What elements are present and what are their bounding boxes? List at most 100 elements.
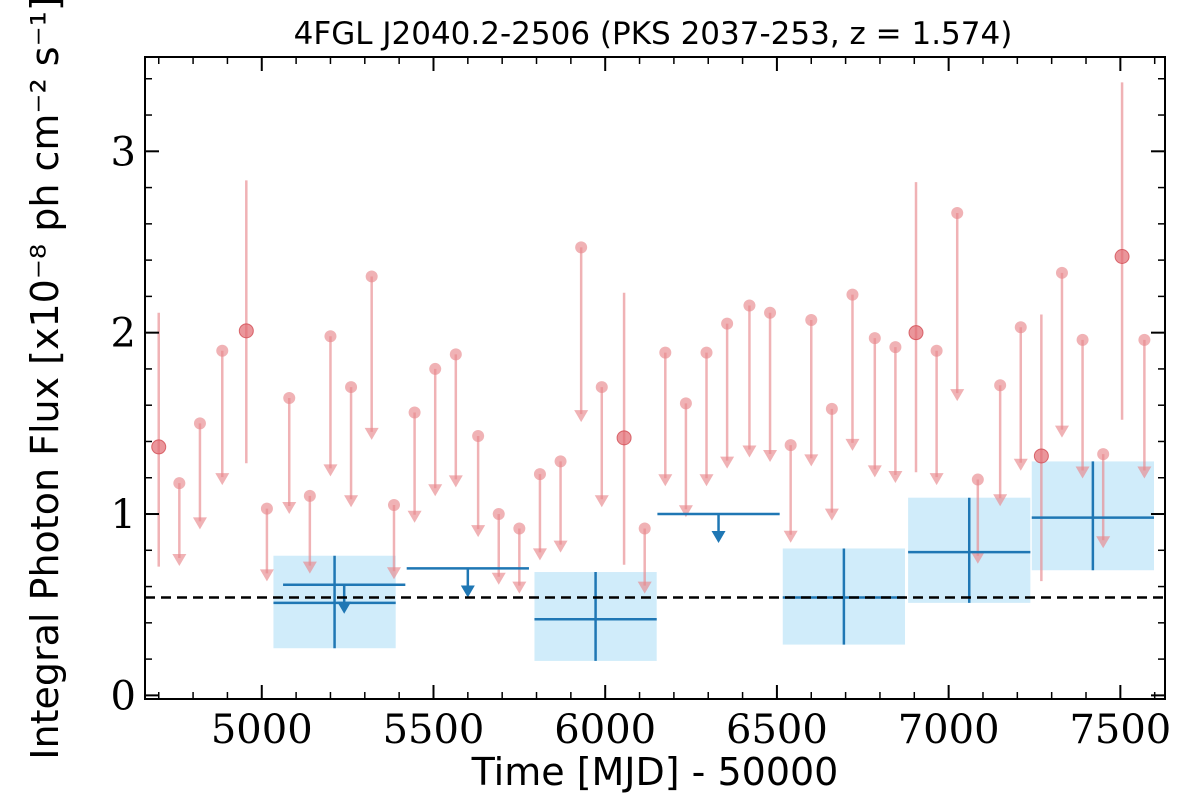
upper-limit-arrow <box>993 494 1008 507</box>
upper-limit-marker <box>930 344 943 357</box>
upper-limit-arrow <box>259 569 274 582</box>
upper-limit-arrow <box>658 474 673 487</box>
detection-marker <box>908 325 924 341</box>
upper-limit-arrow <box>386 567 401 580</box>
upper-limit-arrow <box>344 495 359 508</box>
upper-limit-arrow <box>824 508 839 521</box>
upper-limit-arrow <box>1096 536 1111 549</box>
x-tick-label: 6500 <box>726 707 828 753</box>
upper-limit-marker <box>889 341 902 354</box>
upper-limit-marker <box>365 270 378 283</box>
upper-limit-arrow <box>637 581 652 594</box>
upper-limit-arrow <box>407 510 422 523</box>
y-tick-label: 1 <box>111 492 136 538</box>
upper-limit-marker <box>805 313 818 326</box>
upper-limit-arrow <box>867 465 882 478</box>
upper-limit-marker <box>721 317 734 330</box>
upper-limit-marker <box>173 477 186 490</box>
upper-limit-marker <box>846 288 859 301</box>
axis-ticks: 5000 5500 6000 6500 7000 7500 0 1 2 3 <box>111 57 1171 753</box>
upper-limit-marker <box>994 379 1007 392</box>
upper-limit-marker <box>472 430 485 443</box>
upper-limit-marker <box>971 473 984 486</box>
upper-limit-marker <box>303 489 316 502</box>
plot-area <box>145 82 1165 661</box>
upper-limit-arrow <box>763 449 778 462</box>
upper-limit-arrow <box>448 475 463 488</box>
detection-marker <box>238 323 254 339</box>
upper-limit-arrow <box>699 474 714 487</box>
upper-limit-marker <box>283 391 296 404</box>
detection-marker <box>616 430 632 446</box>
upper-limit-arrow <box>323 464 338 477</box>
upper-limit-arrow <box>364 427 379 440</box>
upper-limit-marker <box>868 332 881 345</box>
upper-limit-arrow <box>282 501 297 514</box>
upper-limit-marker <box>784 439 797 452</box>
upper-limit-arrow <box>804 454 819 467</box>
upper-limit-marker <box>554 455 567 468</box>
plot-frame <box>144 56 1166 700</box>
upper-limit-arrow <box>302 561 317 574</box>
upper-limit-marker <box>1076 333 1089 346</box>
detection-marker <box>1114 248 1130 264</box>
upper-limit-arrow <box>845 438 860 451</box>
upper-limit-arrow <box>215 473 230 486</box>
y-tick-label: 3 <box>111 129 136 175</box>
upper-limit-marker <box>260 502 273 515</box>
upper-limit-arrow <box>594 495 609 508</box>
upper-limit-arrow <box>532 548 547 561</box>
upper-limit-arrow <box>742 445 757 458</box>
upper-limit-arrow <box>929 473 944 486</box>
upper-limit-marker <box>408 406 421 419</box>
upper-limit-arrow <box>888 470 903 483</box>
long-upper-limit-arrow <box>460 585 475 598</box>
upper-limit-marker <box>345 381 358 394</box>
upper-limit-arrow <box>950 389 965 402</box>
upper-limit-marker <box>1097 448 1110 461</box>
y-tick-label: 0 <box>111 673 136 719</box>
y-axis-label: Integral Photon Flux [x10⁻⁸ ph cm⁻² s⁻¹] <box>23 0 67 760</box>
upper-limit-marker <box>429 362 442 375</box>
upper-limit-arrow <box>1013 458 1028 471</box>
upper-limit-marker <box>1014 321 1027 334</box>
upper-limit-marker <box>492 508 505 521</box>
upper-limit-marker <box>764 306 777 319</box>
upper-limit-marker <box>575 241 588 254</box>
upper-limit-marker <box>595 381 608 394</box>
upper-limit-arrow <box>512 581 527 594</box>
upper-limit-marker <box>743 299 756 312</box>
upper-limit-arrow <box>678 505 693 518</box>
upper-limit-arrow <box>553 540 568 553</box>
upper-limit-arrow <box>1137 466 1152 479</box>
upper-limit-marker <box>825 402 838 415</box>
upper-limit-arrow <box>192 517 207 530</box>
upper-limit-arrow <box>471 525 486 538</box>
upper-limit-marker <box>324 330 337 343</box>
detection-marker <box>151 439 167 455</box>
upper-limit-marker <box>638 522 651 535</box>
upper-limit-marker <box>951 206 964 219</box>
upper-limit-arrow <box>428 484 443 497</box>
x-tick-label: 5500 <box>383 707 485 753</box>
long-upper-limit-arrow <box>711 531 726 544</box>
upper-limit-marker <box>449 348 462 361</box>
upper-limit-arrow <box>1075 466 1090 479</box>
upper-limit-marker <box>533 468 546 481</box>
upper-limit-arrow <box>172 553 187 566</box>
upper-limit-marker <box>193 417 206 430</box>
y-tick-label: 2 <box>111 311 136 357</box>
x-tick-label: 7000 <box>898 707 1000 753</box>
detection-marker <box>1033 448 1049 464</box>
upper-limit-marker <box>387 498 400 511</box>
upper-limit-marker <box>1138 333 1151 346</box>
upper-limit-arrow <box>720 456 735 469</box>
upper-limit-marker <box>659 346 672 359</box>
upper-limit-arrow <box>1054 425 1069 438</box>
long-upper-limit-arrow <box>337 601 352 614</box>
upper-limit-arrow <box>491 572 506 585</box>
upper-limit-marker <box>679 397 692 410</box>
x-tick-label: 7500 <box>1069 707 1171 753</box>
x-tick-label: 6000 <box>554 707 656 753</box>
